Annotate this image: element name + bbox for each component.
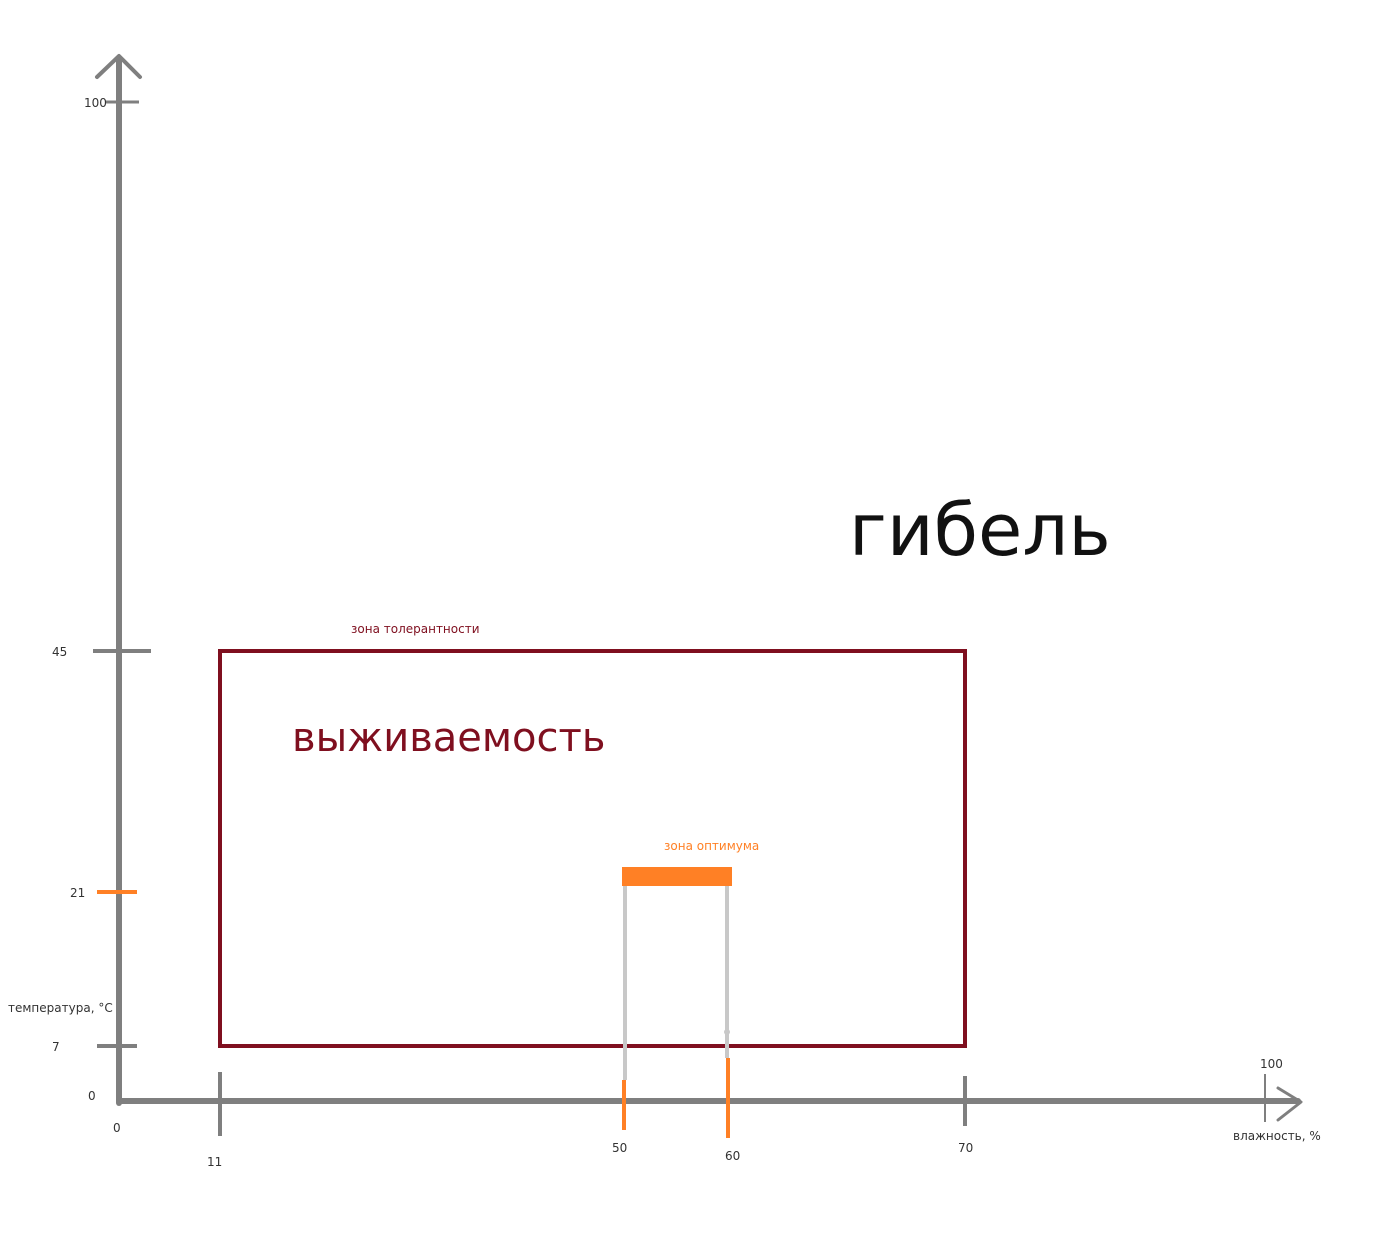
optimum-zone-bar <box>622 867 732 886</box>
temperature-axis-title: температура, °C <box>8 1001 113 1015</box>
humidity-tick-label: 70 <box>958 1141 973 1155</box>
survival-label: выживаемость <box>292 715 605 761</box>
humidity-tick-label: 100 <box>1260 1057 1283 1071</box>
humidity-tick-label: 0 <box>113 1121 121 1135</box>
temperature-tick-label: 7 <box>52 1040 60 1054</box>
temperature-ticks: 100 45 21 7 0 <box>52 96 151 1103</box>
humidity-tick-label: 50 <box>612 1141 627 1155</box>
death-label: гибель <box>849 488 1111 572</box>
humidity-tick-label: 11 <box>207 1155 222 1169</box>
temperature-tick-label: 100 <box>84 96 107 110</box>
humidity-ticks: 0 11 50 60 70 100 <box>113 1057 1283 1169</box>
optimum-guide-knob <box>724 1029 730 1035</box>
temperature-tick-label: 0 <box>88 1089 96 1103</box>
tolerance-zone-rect <box>218 649 967 1048</box>
temperature-tick-label: 21 <box>70 886 85 900</box>
temperature-tick-label: 45 <box>52 645 67 659</box>
optimum-zone-title: зона оптимума <box>664 839 759 853</box>
humidity-axis-arrow <box>1276 1086 1303 1122</box>
humidity-tick-label: 60 <box>725 1149 740 1163</box>
humidity-axis-title: влажность, % <box>1233 1129 1321 1143</box>
tolerance-zone-title: зона толерантности <box>351 622 480 636</box>
temperature-axis-arrow <box>95 54 142 79</box>
